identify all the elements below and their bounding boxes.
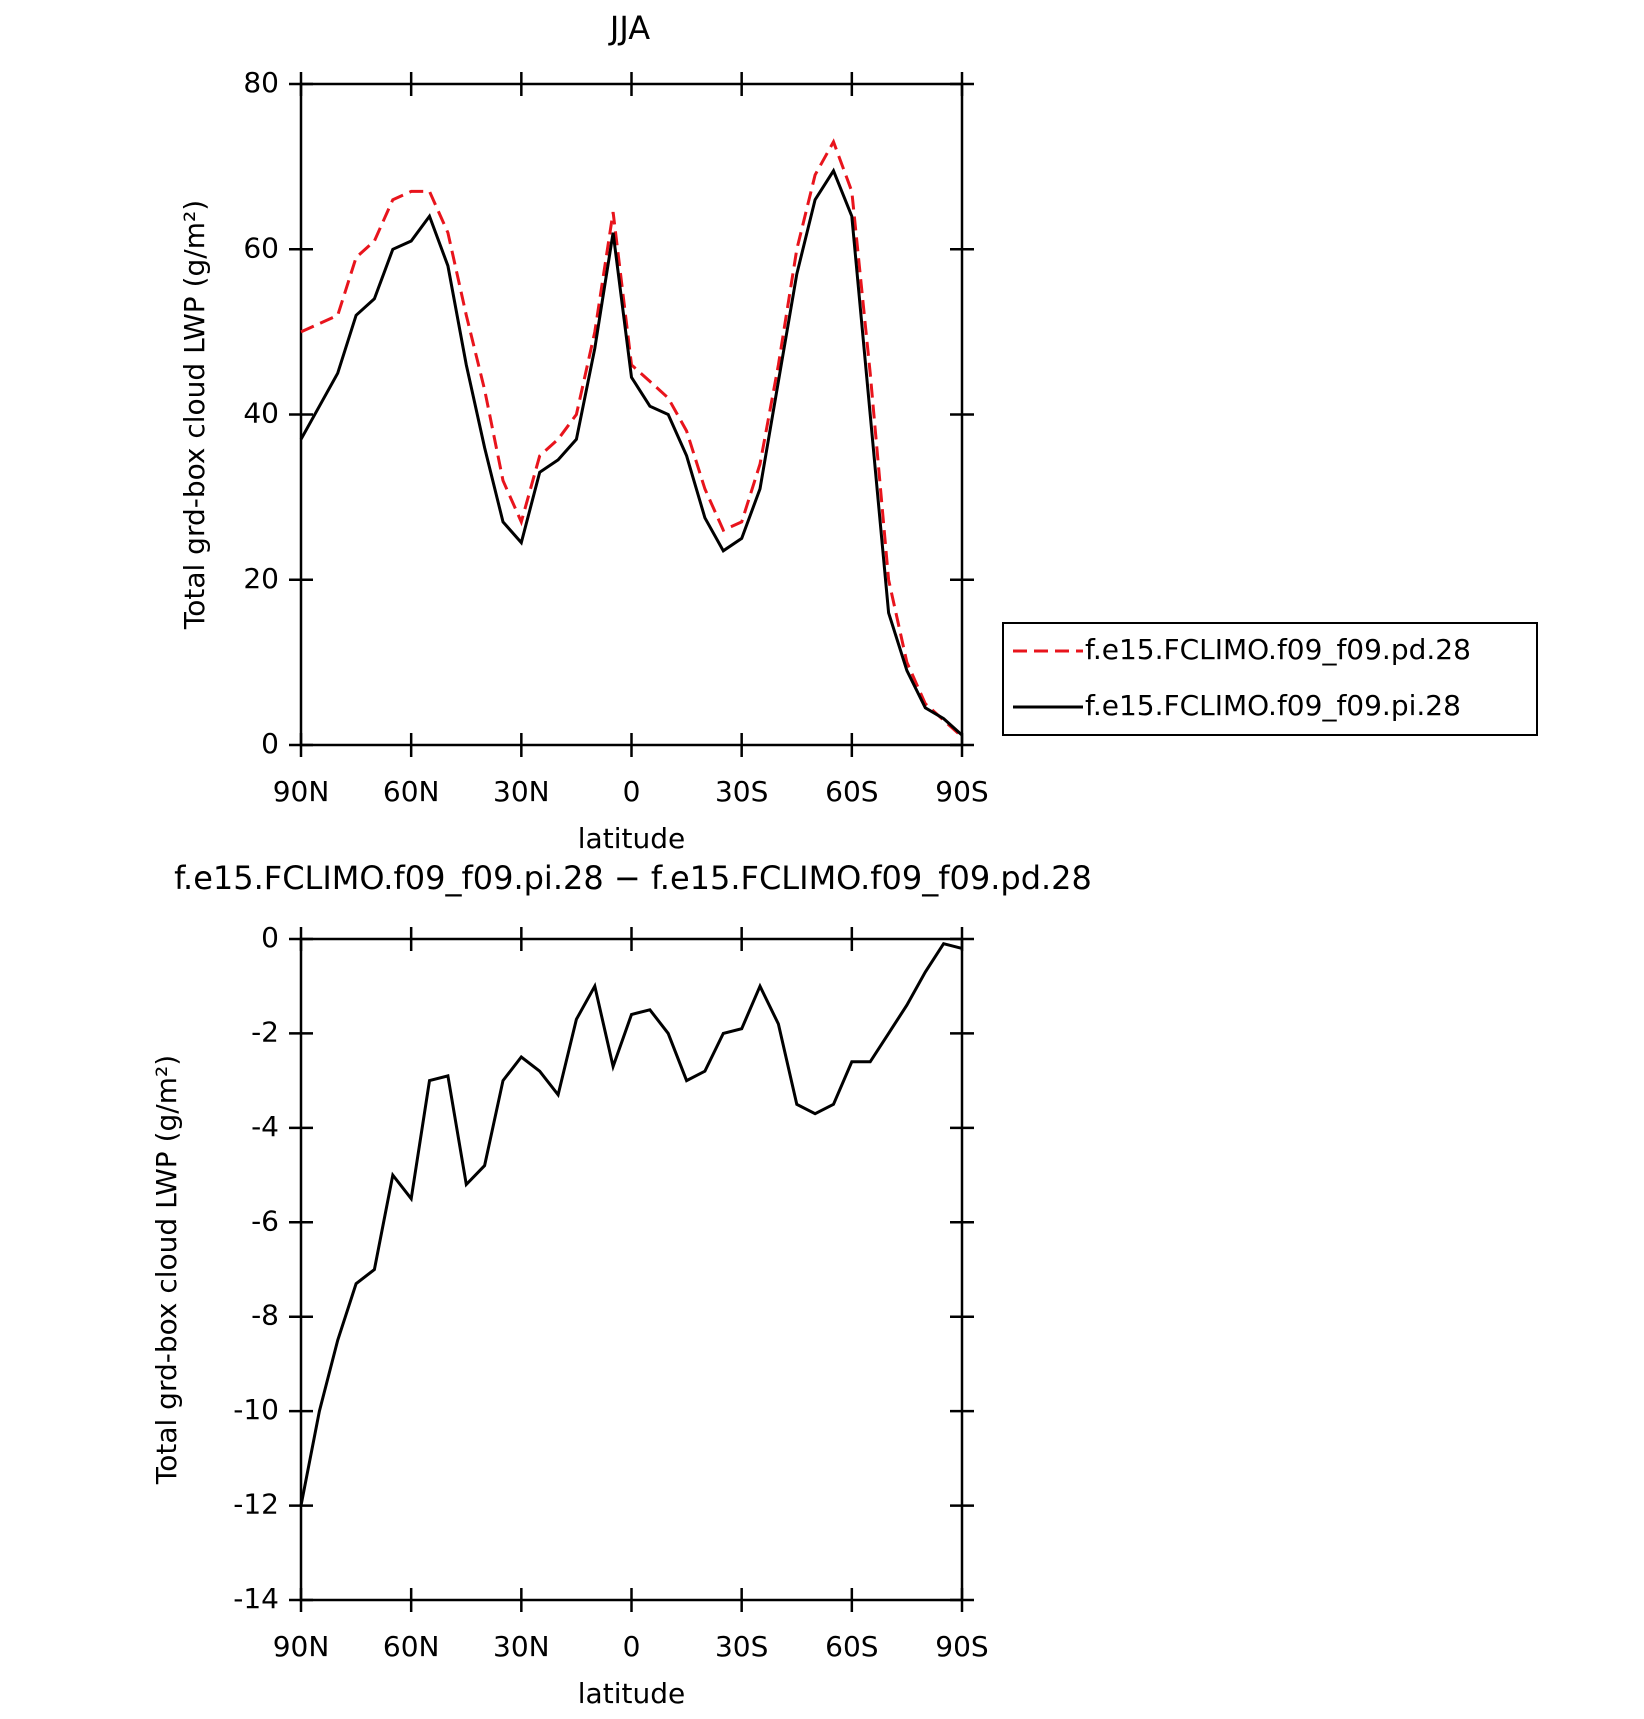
y-tick-label: 0	[261, 921, 279, 954]
y-axis-label: Total grd-box cloud LWP (g/m²)	[150, 1055, 183, 1485]
y-tick-label: -6	[251, 1204, 279, 1237]
y-axis-label: Total grd-box cloud LWP (g/m²)	[178, 200, 211, 630]
plot-frame	[299, 82, 964, 747]
data-line	[299, 167, 964, 737]
chart-title: JJA	[608, 9, 650, 47]
x-axis-label: latitude	[578, 822, 685, 855]
y-tick-label: -2	[251, 1015, 279, 1048]
y-tick-label: 0	[261, 727, 279, 760]
x-tick-label: 90N	[273, 775, 330, 808]
plot-frame	[299, 937, 964, 1602]
x-tick-label: 30S	[715, 1630, 768, 1663]
x-tick-label: 60N	[383, 1630, 440, 1663]
x-tick-label: 60S	[825, 775, 878, 808]
x-tick-label: 0	[623, 1630, 641, 1663]
x-tick-label: 0	[623, 775, 641, 808]
data-line	[300, 138, 964, 738]
x-tick-label: 30N	[493, 775, 550, 808]
y-tick-label: 20	[243, 562, 279, 595]
x-tick-label: 90S	[935, 1630, 988, 1663]
x-tick-label: 60S	[825, 1630, 878, 1663]
x-tick-label: 90N	[273, 1630, 330, 1663]
y-tick-label: 60	[243, 231, 279, 264]
y-tick-label: -8	[251, 1299, 279, 1332]
y-tick-label: -4	[251, 1110, 279, 1143]
data-line	[299, 941, 963, 1506]
legend-label: f.e15.FCLIMO.f09_f09.pi.28	[1085, 689, 1461, 722]
x-tick-label: 30S	[715, 775, 768, 808]
chart-title: f.e15.FCLIMO.f09_f09.pi.28 − f.e15.FCLIM…	[174, 859, 1092, 897]
y-tick-label: 80	[243, 66, 279, 99]
x-tick-label: 60N	[383, 775, 440, 808]
x-tick-label: 30N	[493, 1630, 550, 1663]
x-axis-label: latitude	[578, 1677, 685, 1710]
x-tick-label: 90S	[935, 775, 988, 808]
legend-box	[1002, 622, 1538, 736]
y-tick-label: -14	[233, 1582, 279, 1615]
y-tick-label: -12	[233, 1488, 279, 1521]
y-tick-label: 40	[243, 397, 279, 430]
legend-label: f.e15.FCLIMO.f09_f09.pd.28	[1085, 633, 1471, 666]
y-tick-label: -10	[233, 1393, 279, 1426]
